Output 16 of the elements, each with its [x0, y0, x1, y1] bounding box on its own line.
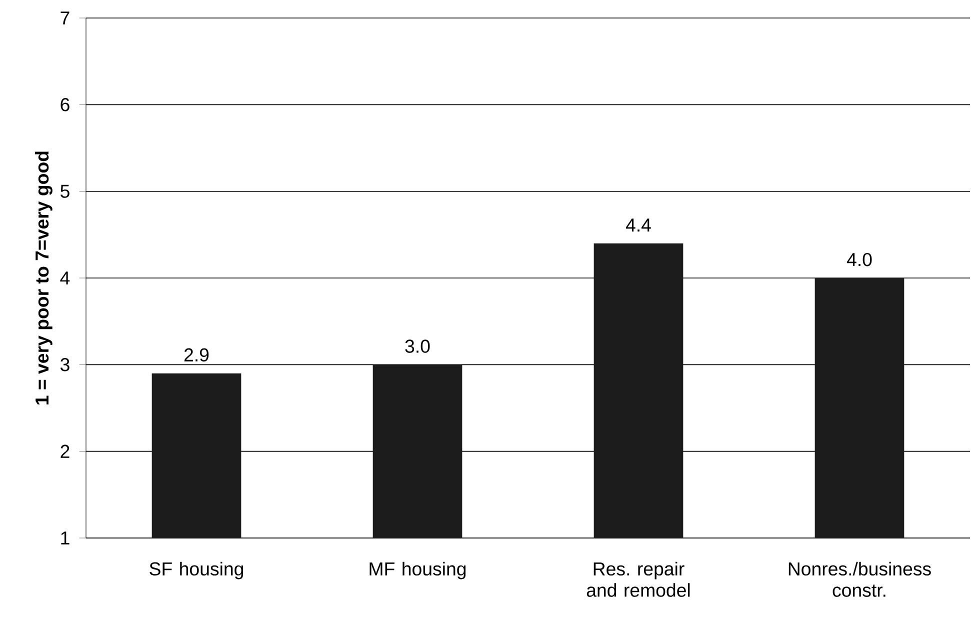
x-tick-label: MF housing: [370, 562, 466, 580]
y-tick-label: 5: [60, 184, 70, 198]
data-label: 4.4: [626, 218, 651, 232]
y-tick-label: 4: [60, 272, 70, 284]
y-tick-label: 3: [60, 358, 70, 372]
y-tick-label: 1: [61, 532, 70, 544]
data-label: 4.0: [846, 252, 872, 266]
x-tick-label: Nonres./business constr.: [788, 562, 931, 597]
data-label: 2.9: [184, 348, 209, 362]
y-axis-title: 1 = very poor to 7=very good: [34, 152, 52, 404]
y-tick-label: 2: [60, 444, 70, 458]
y-tick-label: 6: [60, 98, 70, 112]
y-tick-label: 7: [60, 12, 70, 24]
data-label: 3.0: [405, 340, 430, 353]
x-tick-label: SF housing: [150, 562, 244, 580]
x-tick-label: Res. repair and remodel: [586, 562, 690, 597]
